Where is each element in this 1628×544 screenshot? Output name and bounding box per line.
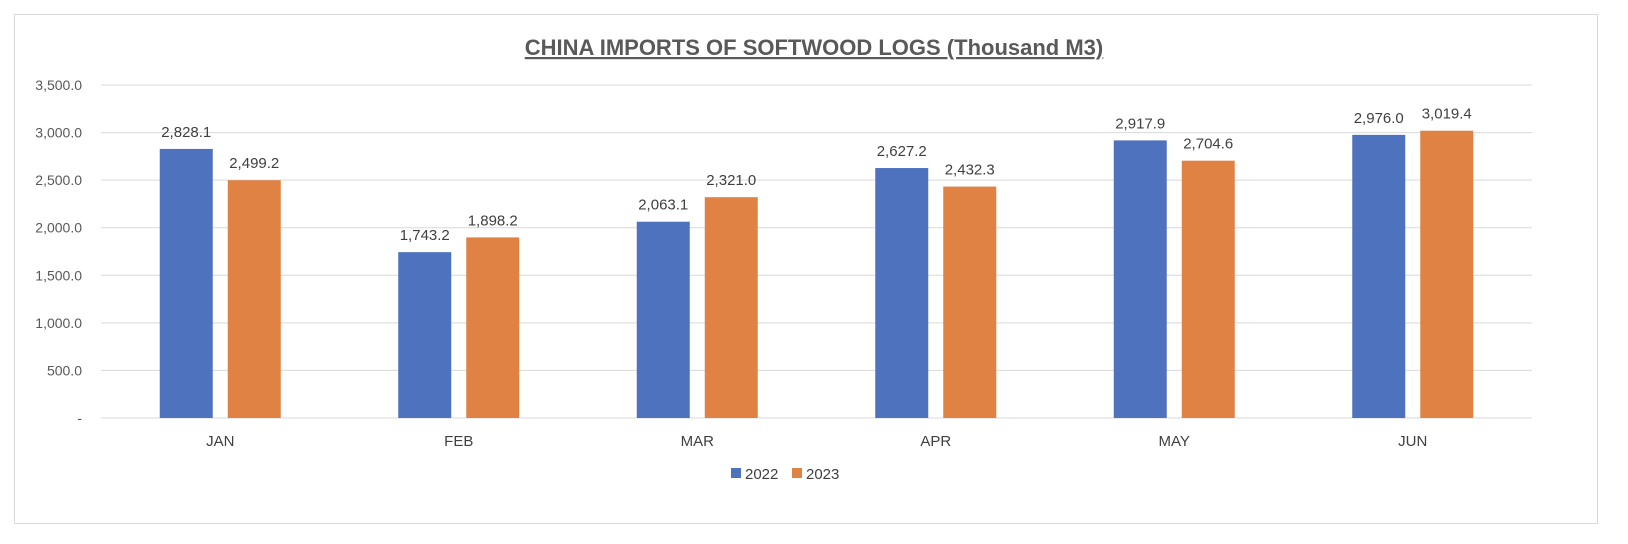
bars [159, 130, 1474, 419]
legend-swatch-2022 [731, 468, 741, 478]
y-tick-label: 500.0 [47, 362, 82, 378]
x-category-label: JAN [206, 433, 234, 450]
bar-2022-apr [875, 168, 929, 418]
gridlines [101, 84, 1532, 419]
y-tick-label: 3,500.0 [35, 77, 82, 93]
bar-2022-jan [159, 148, 213, 418]
y-tick-label: 2,500.0 [35, 172, 82, 188]
bar-2023-mar [704, 197, 758, 418]
legend-swatch-2023 [792, 468, 802, 478]
data-label: 2,432.3 [945, 162, 995, 179]
legend-label-2023: 2023 [806, 466, 839, 483]
bar-2023-jun [1420, 130, 1474, 419]
legend: 2022 2023 [731, 466, 839, 483]
data-label: 2,828.1 [161, 124, 211, 141]
y-axis-ticks: - 500.0 1,000.0 1,500.0 2,000.0 2,500.0 3,000.… [35, 77, 82, 426]
data-label: 2,976.0 [1354, 110, 1404, 127]
bar-2022-jun [1352, 134, 1406, 418]
y-tick-label: 3,000.0 [35, 125, 82, 141]
data-label: 3,019.4 [1422, 106, 1472, 123]
data-label: 2,321.0 [706, 172, 756, 189]
bar-2022-mar [636, 221, 690, 418]
bar-2023-jan [227, 180, 281, 418]
x-category-label: FEB [444, 433, 473, 450]
data-label: 2,917.9 [1115, 115, 1165, 132]
y-tick-label: - [77, 410, 82, 426]
bar-2023-feb [466, 237, 520, 418]
x-category-label: MAY [1159, 433, 1190, 450]
bar-2022-may [1113, 140, 1167, 418]
data-label: 2,499.2 [229, 155, 279, 172]
x-category-label: JUN [1398, 433, 1427, 450]
y-tick-label: 1,500.0 [35, 267, 82, 283]
data-label: 2,627.2 [877, 143, 927, 160]
data-label: 2,704.6 [1183, 136, 1233, 153]
x-axis-categories: JAN FEB MAR APR MAY JUN [206, 433, 1427, 450]
legend-label-2022: 2022 [745, 466, 778, 483]
bar-2023-may [1181, 160, 1235, 418]
x-category-label: MAR [681, 433, 715, 450]
chart-title: CHINA IMPORTS OF SOFTWOOD LOGS (Thousand… [525, 35, 1104, 60]
data-label: 1,743.2 [400, 227, 450, 244]
y-tick-label: 1,000.0 [35, 315, 82, 331]
x-category-label: APR [920, 433, 951, 450]
data-label: 2,063.1 [638, 197, 688, 214]
data-labels: 2,828.1 2,499.2 1,743.2 1,898.2 2,063.1 2,321… [161, 106, 1472, 244]
bar-2022-feb [398, 252, 452, 418]
y-tick-label: 2,000.0 [35, 220, 82, 236]
data-label: 1,898.2 [468, 212, 518, 229]
bar-2023-apr [943, 186, 997, 418]
